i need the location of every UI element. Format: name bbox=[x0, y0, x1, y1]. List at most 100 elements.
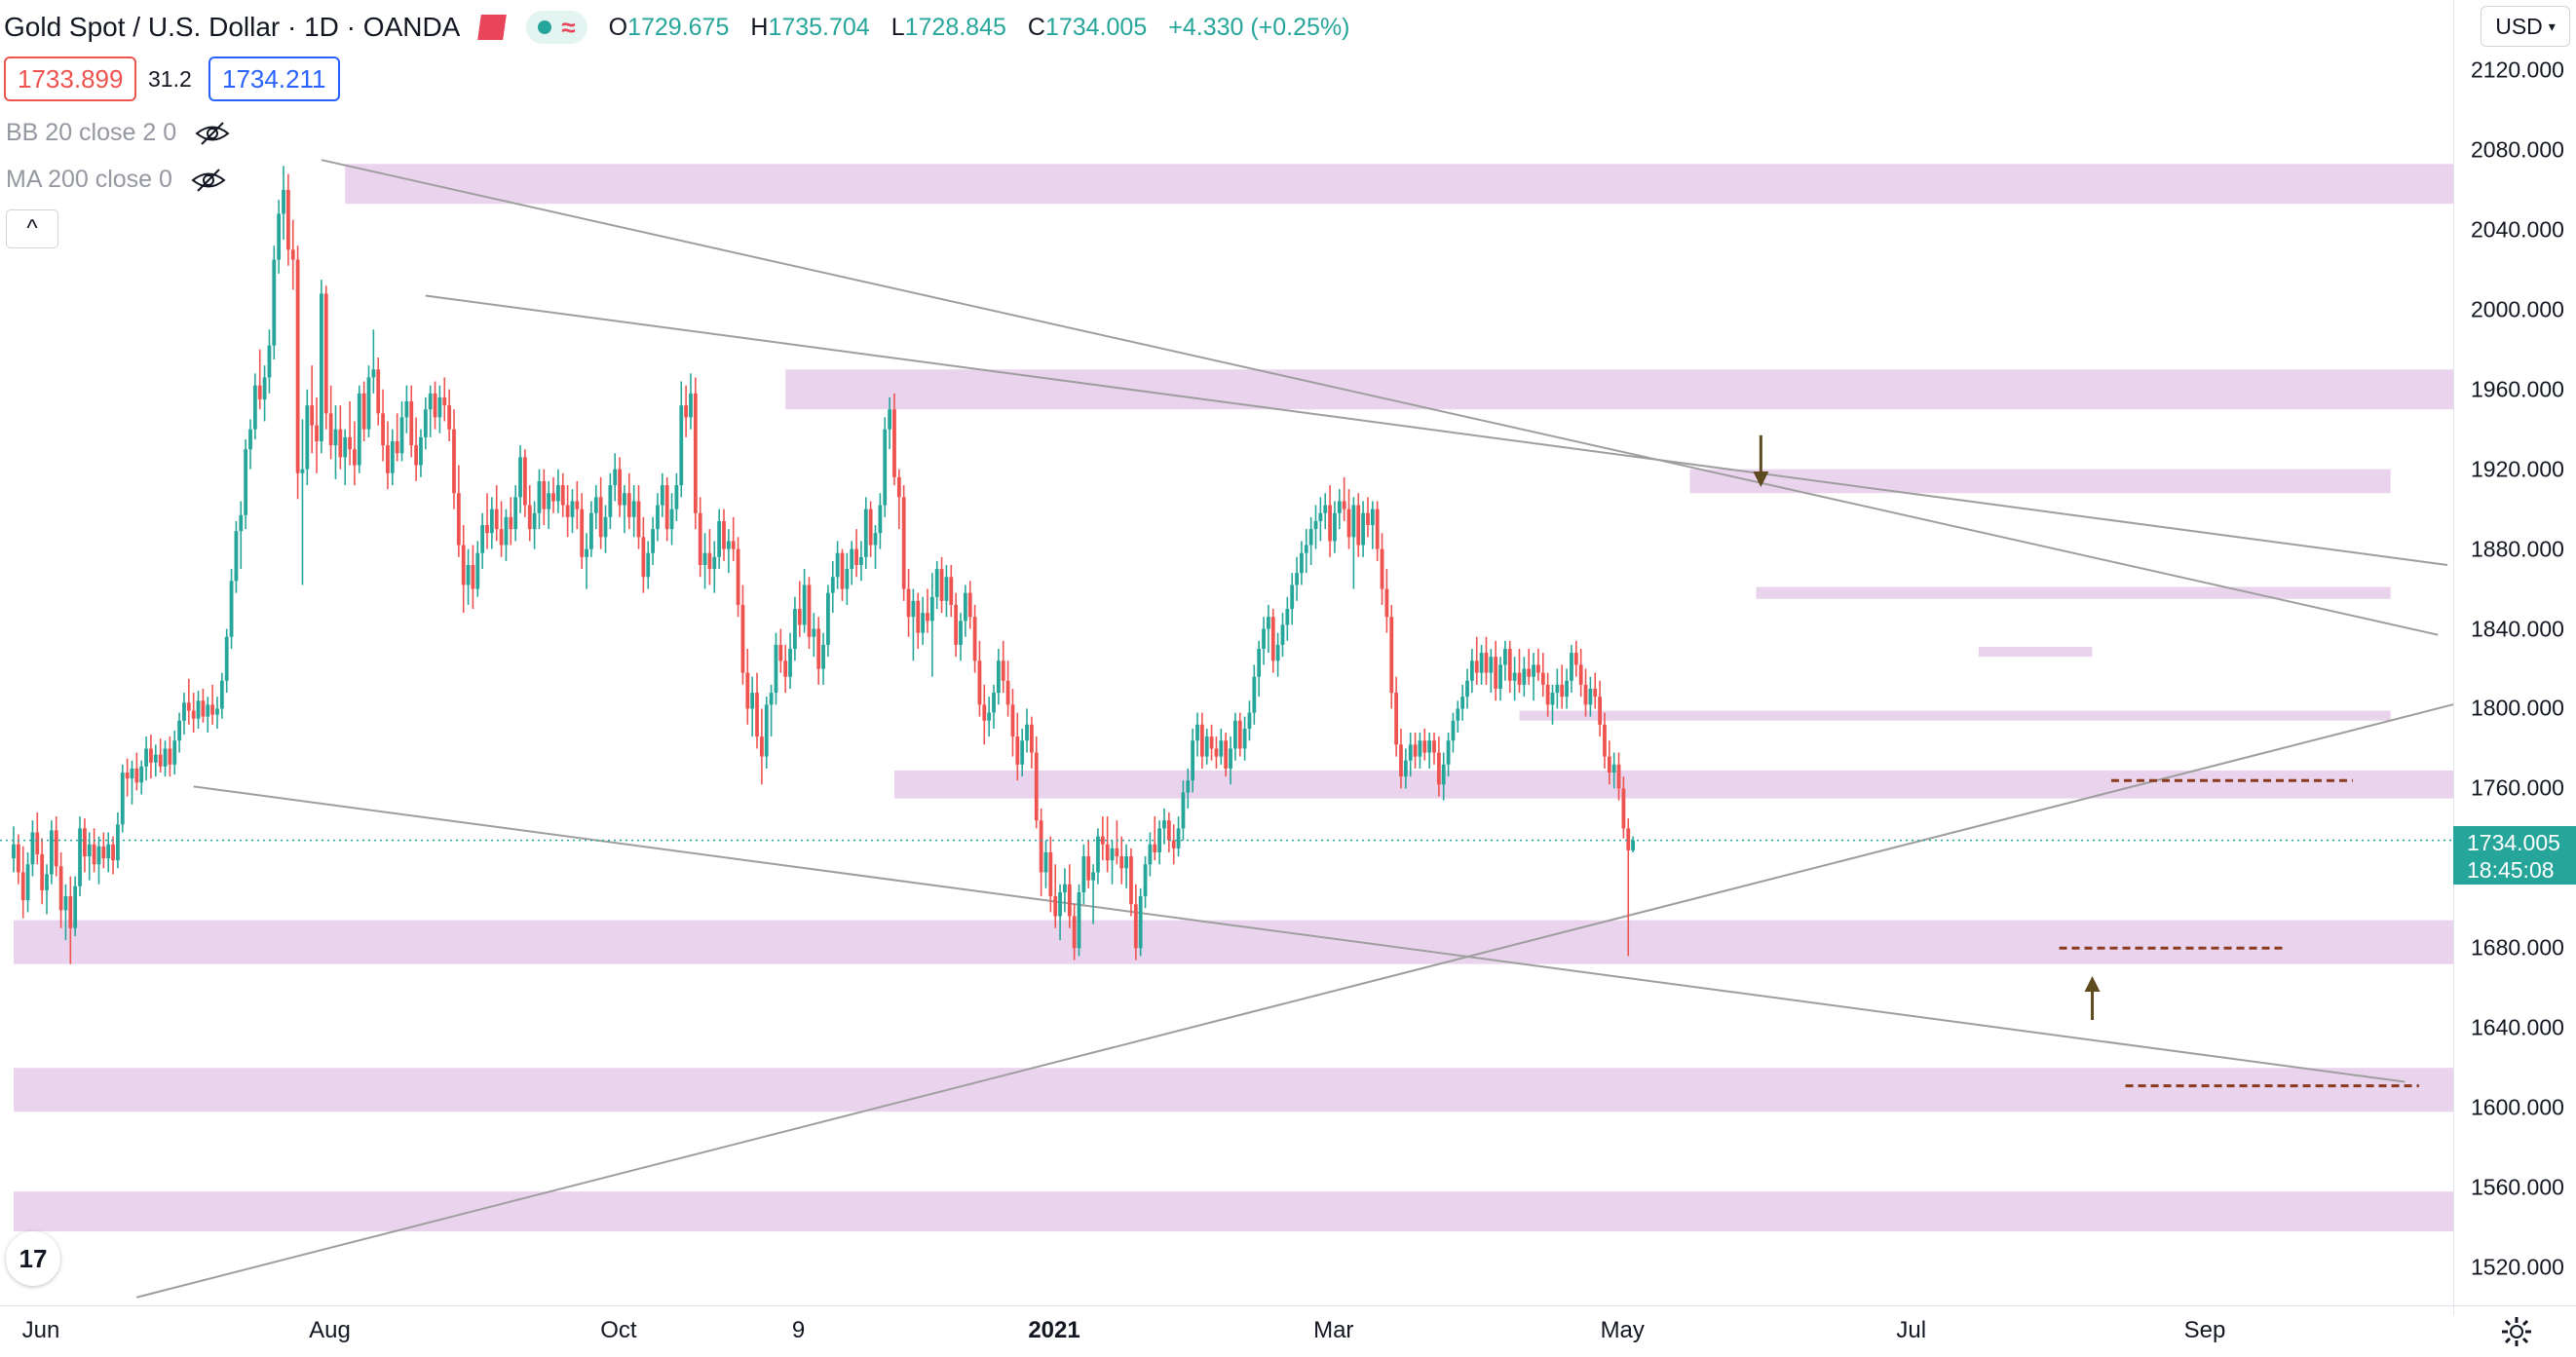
candle-body bbox=[618, 469, 622, 506]
zone-band bbox=[14, 1191, 2453, 1232]
candle-body bbox=[1394, 693, 1399, 745]
flag-icon[interactable] bbox=[477, 15, 508, 40]
currency-select[interactable]: USD ▾ bbox=[2481, 6, 2570, 47]
candle-body bbox=[603, 516, 608, 538]
candle-body bbox=[399, 417, 404, 454]
candle-body bbox=[565, 505, 570, 517]
candle-body bbox=[1275, 644, 1280, 661]
price-tick-label: 2000.000 bbox=[2471, 296, 2564, 322]
candle-body bbox=[1351, 505, 1356, 538]
candle-body bbox=[656, 505, 660, 530]
indicator-bb[interactable]: BB 20 close 2 0 bbox=[6, 119, 231, 147]
candle-body bbox=[68, 896, 73, 928]
ohlc-open: O1729.675 bbox=[608, 13, 730, 41]
candle-body bbox=[598, 497, 603, 538]
candle-body bbox=[1408, 744, 1413, 761]
candle-body bbox=[40, 853, 45, 890]
candle-body bbox=[1361, 512, 1365, 546]
tradingview-logo[interactable]: 17 bbox=[6, 1231, 60, 1286]
candle-body bbox=[125, 773, 130, 779]
candle-body bbox=[20, 872, 25, 901]
candle-body bbox=[551, 493, 555, 502]
candle-body bbox=[1560, 684, 1565, 697]
candle-body bbox=[684, 405, 689, 418]
price-tick-label: 2040.000 bbox=[2471, 216, 2564, 243]
candle-body bbox=[323, 293, 328, 414]
candle-body bbox=[623, 493, 626, 506]
candle-body bbox=[783, 660, 788, 677]
candle-body bbox=[593, 497, 598, 513]
candle-body bbox=[494, 509, 499, 530]
candle-body bbox=[745, 672, 750, 709]
price-tick-label: 1800.000 bbox=[2471, 695, 2564, 721]
candle-body bbox=[442, 396, 447, 406]
candle-body bbox=[1469, 660, 1474, 681]
candle-body bbox=[1058, 891, 1062, 917]
market-status-pill[interactable]: ≈ bbox=[526, 11, 587, 44]
candle-body bbox=[1318, 512, 1323, 521]
arrow-head bbox=[2084, 976, 2101, 993]
candle-body bbox=[987, 712, 992, 721]
candle-body bbox=[452, 429, 456, 494]
candle-body bbox=[755, 693, 759, 737]
candle-body bbox=[262, 377, 267, 399]
candle-body bbox=[1048, 851, 1053, 897]
candle-body bbox=[92, 844, 96, 865]
candle-body bbox=[1242, 728, 1247, 749]
candle-body bbox=[1366, 512, 1370, 526]
candle-body bbox=[921, 613, 926, 633]
candle-body bbox=[1001, 660, 1005, 681]
candle-body bbox=[182, 702, 186, 721]
candle-body bbox=[1252, 676, 1257, 713]
sell-price-button[interactable]: 1733.899 bbox=[4, 57, 137, 101]
candle-body bbox=[1119, 856, 1124, 869]
candle-body bbox=[177, 720, 181, 741]
candle-body bbox=[1527, 668, 1532, 677]
candle-body bbox=[1025, 724, 1029, 741]
candle-body bbox=[774, 644, 778, 694]
time-axis[interactable] bbox=[0, 1305, 2576, 1357]
ohlc-close: C1734.005 bbox=[1027, 13, 1148, 41]
candle-body bbox=[547, 493, 551, 509]
candle-body bbox=[63, 896, 68, 911]
candle-body bbox=[1389, 617, 1394, 694]
gear-icon[interactable] bbox=[2500, 1315, 2533, 1348]
candle-body bbox=[1138, 896, 1143, 949]
eye-slash-icon[interactable] bbox=[194, 121, 231, 146]
buy-price-button[interactable]: 1734.211 bbox=[208, 57, 340, 101]
candle-body bbox=[1550, 693, 1555, 705]
candle-body bbox=[158, 754, 163, 767]
candle-body bbox=[1257, 649, 1262, 677]
symbol-title[interactable]: Gold Spot / U.S. Dollar · 1D · OANDA bbox=[4, 12, 461, 42]
candle-body bbox=[219, 680, 224, 709]
candle-body bbox=[376, 369, 381, 414]
currency-label: USD bbox=[2495, 13, 2543, 39]
candle-body bbox=[816, 628, 821, 669]
candle-body bbox=[1451, 720, 1456, 741]
candle-body bbox=[1403, 760, 1408, 777]
candle-body bbox=[707, 552, 712, 570]
candle-body bbox=[575, 501, 580, 509]
price-axis[interactable] bbox=[2453, 0, 2576, 1315]
candle-body bbox=[1081, 856, 1086, 892]
candle-body bbox=[485, 525, 489, 534]
eye-slash-icon[interactable] bbox=[190, 168, 227, 193]
candle-body bbox=[456, 493, 461, 546]
indicator-ma[interactable]: MA 200 close 0 bbox=[6, 166, 227, 194]
collapse-legend-button[interactable]: ^ bbox=[6, 209, 58, 248]
zone-band bbox=[14, 920, 2453, 964]
candle-body bbox=[1162, 820, 1166, 829]
candle-body bbox=[120, 773, 125, 825]
candle-body bbox=[338, 429, 343, 458]
candle-body bbox=[702, 552, 707, 565]
trendline bbox=[136, 697, 2477, 1299]
candle-body bbox=[750, 693, 755, 709]
candle-body bbox=[239, 514, 244, 532]
candle-body bbox=[863, 509, 868, 557]
candle-body bbox=[353, 449, 357, 466]
time-tick-label: Oct bbox=[600, 1317, 637, 1343]
candle-body bbox=[480, 525, 485, 553]
candle-body bbox=[1503, 649, 1507, 665]
candle-body bbox=[522, 457, 527, 506]
